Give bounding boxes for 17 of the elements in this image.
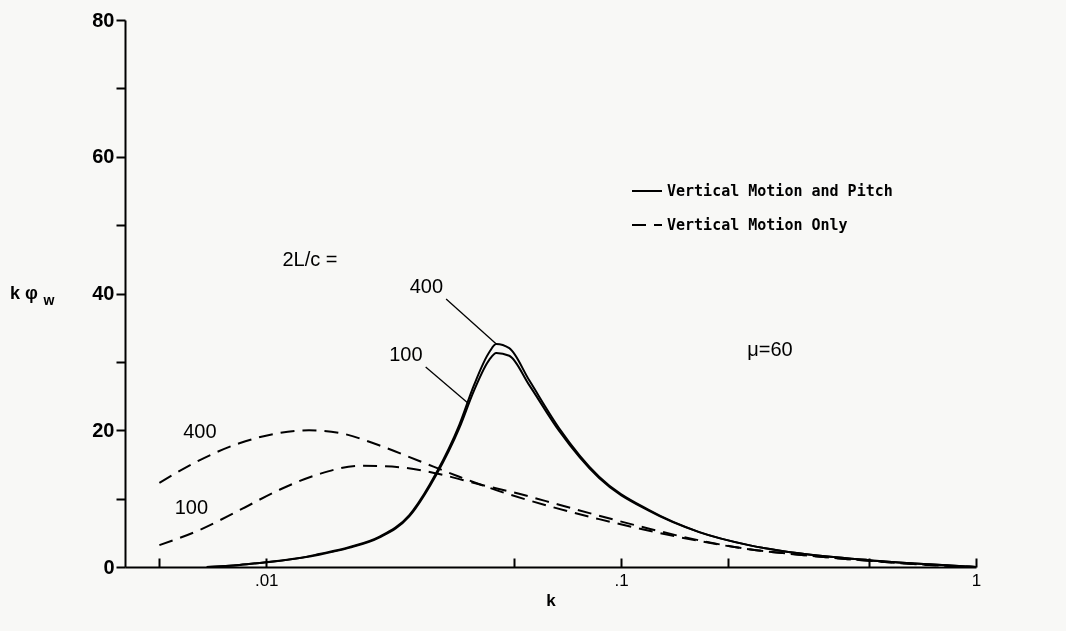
y-tick-label: 20	[92, 418, 115, 441]
annotation: 100	[174, 496, 209, 519]
x-tick-label: .01	[254, 570, 279, 590]
annotation: 400	[183, 420, 217, 443]
y-tick-label: 60	[92, 145, 115, 168]
annotation: 2L/c =	[282, 248, 338, 270]
legend-label: Vertical Motion and Pitch	[667, 182, 893, 200]
y-tick-label: 0	[103, 555, 115, 578]
legend-label: Vertical Motion Only	[667, 216, 848, 234]
y-tick-label: 40	[92, 282, 115, 304]
annotation: μ=60	[747, 338, 793, 360]
x-tick-label: .1	[614, 570, 629, 590]
annotation: 400	[409, 275, 444, 298]
x-tick-label: 1	[971, 570, 982, 590]
y-tick-label: 80	[92, 8, 115, 31]
x-axis-title: k	[546, 590, 557, 610]
annotation: 100	[389, 342, 423, 365]
